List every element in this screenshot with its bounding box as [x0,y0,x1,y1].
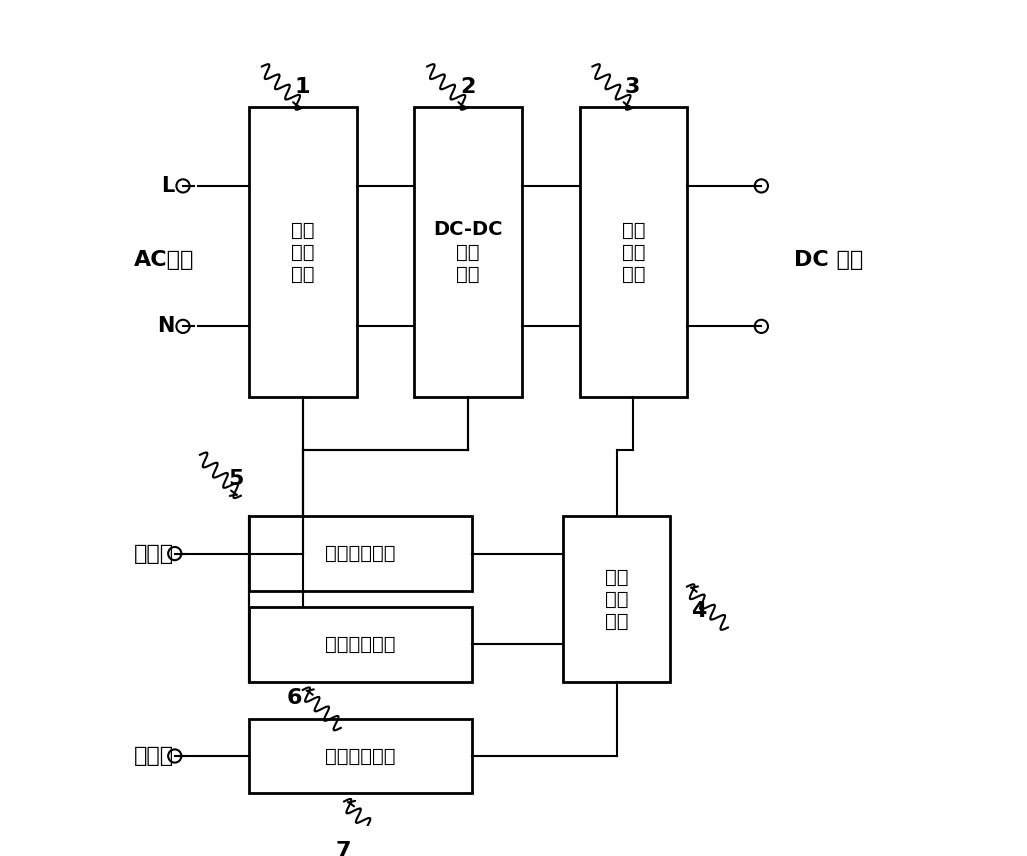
FancyBboxPatch shape [250,719,472,794]
Text: 中央
处理
电路: 中央 处理 电路 [605,568,629,631]
Text: 调光端: 调光端 [134,746,174,766]
FancyBboxPatch shape [250,107,356,396]
Text: 4: 4 [691,602,707,621]
Text: 5: 5 [228,469,243,490]
Text: DC-DC
变换
电路: DC-DC 变换 电路 [433,221,503,283]
Text: 2: 2 [460,77,476,97]
Text: L: L [161,175,175,196]
Text: 同步输出电路: 同步输出电路 [326,635,395,654]
Text: 同步输入电路: 同步输入电路 [326,544,395,563]
Text: 调光处理电路: 调光处理电路 [326,746,395,765]
FancyBboxPatch shape [414,107,522,396]
Text: 输出
整流
滤波: 输出 整流 滤波 [621,221,645,283]
Text: 1: 1 [295,77,310,97]
Text: 整流
滤波
电路: 整流 滤波 电路 [291,221,314,283]
Text: 3: 3 [625,77,641,97]
FancyBboxPatch shape [250,607,472,681]
Text: N: N [157,317,175,336]
FancyBboxPatch shape [250,516,472,591]
FancyBboxPatch shape [579,107,687,396]
Text: 7: 7 [336,841,351,856]
FancyBboxPatch shape [563,516,671,681]
Text: DC 输出: DC 输出 [795,250,864,270]
Text: 同步端: 同步端 [134,544,174,563]
Text: 6: 6 [287,688,302,708]
Text: AC输入: AC输入 [134,250,194,270]
